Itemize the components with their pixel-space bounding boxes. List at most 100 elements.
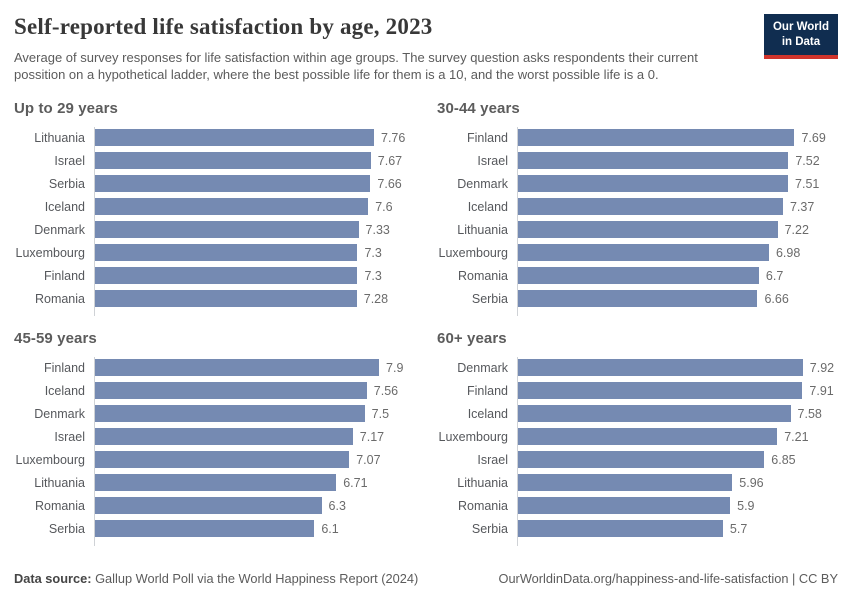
bar-row: Lithuania 7.76 bbox=[14, 126, 415, 149]
bar-track: 7.5 bbox=[94, 402, 415, 425]
chart-panel: Up to 29 years Lithuania 7.76 Israel 7.67 Se… bbox=[14, 100, 415, 317]
bar-track: 5.9 bbox=[517, 494, 838, 517]
bar[interactable] bbox=[95, 244, 358, 262]
bar-row: Lithuania 7.22 bbox=[437, 218, 838, 241]
bar[interactable] bbox=[95, 290, 357, 308]
country-label: Luxembourg bbox=[15, 452, 86, 467]
owid-logo-line2: in Data bbox=[781, 35, 821, 48]
chart-header: Self-reported life satisfaction by age, … bbox=[14, 12, 838, 83]
bar[interactable] bbox=[518, 221, 778, 239]
value-label: 7.56 bbox=[373, 383, 399, 398]
bar-track: 6.98 bbox=[517, 241, 838, 264]
country-label: Finland bbox=[467, 130, 508, 145]
bar-track: 7.9 bbox=[94, 356, 415, 379]
bar[interactable] bbox=[518, 198, 783, 216]
bar[interactable] bbox=[95, 267, 358, 285]
bar[interactable] bbox=[518, 428, 778, 446]
value-label: 7.22 bbox=[784, 222, 809, 237]
country-label: Finland bbox=[44, 360, 85, 375]
value-label: 7.76 bbox=[381, 130, 406, 145]
value-label: 7.58 bbox=[797, 406, 822, 421]
value-label: 7.33 bbox=[365, 222, 390, 237]
bar-row: Finland 7.9 bbox=[14, 356, 415, 379]
bar[interactable] bbox=[518, 451, 765, 469]
bar-track: 7.22 bbox=[517, 218, 838, 241]
bar-track: 7.3 bbox=[94, 264, 415, 287]
bar[interactable] bbox=[95, 520, 315, 538]
country-label: Denmark bbox=[34, 406, 85, 421]
bar[interactable] bbox=[518, 129, 795, 147]
value-label: 7.92 bbox=[809, 360, 835, 375]
bar-track: 6.71 bbox=[94, 471, 415, 494]
bar-track: 7.52 bbox=[517, 149, 838, 172]
bar-rows: Finland 7.9 Iceland 7.56 Denmark 7.5 Israel 7.1… bbox=[14, 356, 415, 547]
bar[interactable] bbox=[95, 152, 371, 170]
value-label: 7.5 bbox=[371, 406, 390, 421]
bar[interactable] bbox=[95, 198, 369, 216]
bar-track: 7.69 bbox=[517, 126, 838, 149]
panel-title: Up to 29 years bbox=[14, 100, 118, 118]
value-label: 7.3 bbox=[364, 268, 382, 283]
bar-row: Iceland 7.37 bbox=[437, 195, 838, 218]
bar-track: 7.66 bbox=[94, 172, 415, 195]
bar-row: Finland 7.91 bbox=[437, 379, 838, 402]
page-title: Self-reported life satisfaction by age, … bbox=[14, 14, 433, 39]
value-label: 7.51 bbox=[795, 176, 820, 191]
bar[interactable] bbox=[95, 129, 374, 147]
bar-track: 7.91 bbox=[517, 379, 838, 402]
bar[interactable] bbox=[518, 175, 789, 193]
bar-row: Serbia 6.1 bbox=[14, 517, 415, 540]
country-label: Serbia bbox=[48, 521, 85, 536]
bar[interactable] bbox=[95, 221, 359, 239]
bar[interactable] bbox=[95, 451, 350, 469]
bar-track: 6.3 bbox=[94, 494, 415, 517]
bar-row: Romania 6.3 bbox=[14, 494, 415, 517]
bar[interactable] bbox=[95, 382, 367, 400]
country-label: Denmark bbox=[457, 360, 508, 375]
bar[interactable] bbox=[518, 497, 731, 515]
bar[interactable] bbox=[518, 290, 758, 308]
bar-track: 7.37 bbox=[517, 195, 838, 218]
bar-row: Serbia 7.66 bbox=[14, 172, 415, 195]
bar[interactable] bbox=[518, 244, 769, 262]
bar-row: Luxembourg 6.98 bbox=[437, 241, 838, 264]
bar-track: 7.56 bbox=[94, 379, 415, 402]
country-label: Lithuania bbox=[34, 475, 85, 490]
bar[interactable] bbox=[518, 520, 723, 538]
bar[interactable] bbox=[95, 497, 322, 515]
country-label: Denmark bbox=[457, 176, 508, 191]
bar[interactable] bbox=[95, 474, 337, 492]
bar[interactable] bbox=[518, 405, 791, 423]
bar[interactable] bbox=[95, 405, 365, 423]
bar[interactable] bbox=[518, 382, 803, 400]
bar-track: 6.66 bbox=[517, 287, 838, 310]
panel-title: 30-44 years bbox=[437, 100, 520, 118]
country-label: Serbia bbox=[48, 176, 85, 191]
value-label: 7.69 bbox=[801, 130, 826, 145]
bar-row: Lithuania 5.96 bbox=[437, 471, 838, 494]
bar[interactable] bbox=[518, 267, 759, 285]
bar-row: Serbia 5.7 bbox=[437, 517, 838, 540]
country-label: Iceland bbox=[44, 383, 85, 398]
data-source-label: Data source: bbox=[14, 571, 92, 586]
bar-row: Denmark 7.33 bbox=[14, 218, 415, 241]
bar[interactable] bbox=[95, 359, 380, 377]
bar-row: Denmark 7.51 bbox=[437, 172, 838, 195]
bar[interactable] bbox=[518, 359, 803, 377]
bar-row: Iceland 7.6 bbox=[14, 195, 415, 218]
value-label: 5.9 bbox=[737, 498, 755, 513]
panel-title: 60+ years bbox=[437, 330, 507, 348]
bar[interactable] bbox=[518, 152, 789, 170]
country-label: Israel bbox=[54, 429, 85, 444]
bar[interactable] bbox=[95, 428, 353, 446]
value-label: 7.67 bbox=[377, 153, 403, 168]
country-label: Romania bbox=[34, 291, 85, 306]
owid-logo[interactable]: Our World in Data bbox=[763, 14, 838, 59]
value-label: 5.7 bbox=[729, 521, 748, 536]
bar[interactable] bbox=[95, 175, 371, 193]
country-label: Iceland bbox=[467, 199, 508, 214]
country-label: Luxembourg bbox=[438, 429, 509, 444]
bar[interactable] bbox=[518, 474, 733, 492]
bar-row: Finland 7.69 bbox=[437, 126, 838, 149]
footer-link[interactable]: OurWorldinData.org/happiness-and-life-sa… bbox=[498, 571, 838, 586]
